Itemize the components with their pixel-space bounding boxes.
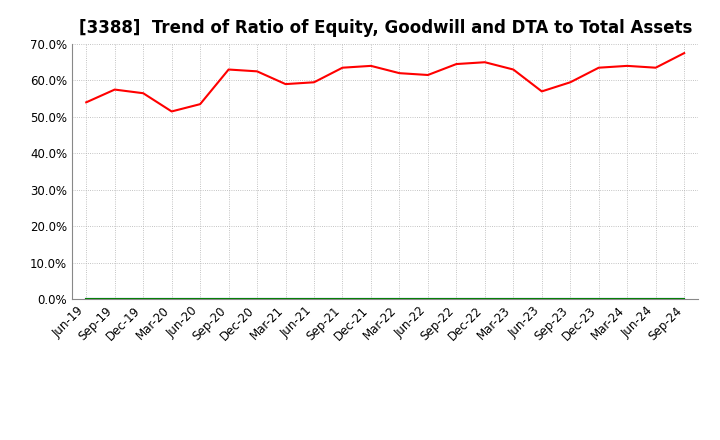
Goodwill <box>452 297 461 302</box>
Equity <box>167 109 176 114</box>
Equity <box>139 91 148 96</box>
Deferred Tax Assets <box>395 297 404 302</box>
Equity <box>452 62 461 67</box>
Goodwill <box>253 297 261 302</box>
Goodwill <box>225 297 233 302</box>
Deferred Tax Assets <box>652 297 660 302</box>
Goodwill <box>566 297 575 302</box>
Goodwill <box>595 297 603 302</box>
Goodwill <box>623 297 631 302</box>
Line: Equity: Equity <box>86 53 684 111</box>
Goodwill <box>310 297 318 302</box>
Deferred Tax Assets <box>196 297 204 302</box>
Equity <box>509 67 518 72</box>
Equity <box>310 80 318 85</box>
Deferred Tax Assets <box>509 297 518 302</box>
Goodwill <box>82 297 91 302</box>
Deferred Tax Assets <box>282 297 290 302</box>
Goodwill <box>537 297 546 302</box>
Deferred Tax Assets <box>139 297 148 302</box>
Equity <box>623 63 631 69</box>
Deferred Tax Assets <box>537 297 546 302</box>
Goodwill <box>480 297 489 302</box>
Goodwill <box>509 297 518 302</box>
Deferred Tax Assets <box>566 297 575 302</box>
Deferred Tax Assets <box>680 297 688 302</box>
Equity <box>566 80 575 85</box>
Equity <box>423 72 432 77</box>
Equity <box>395 70 404 76</box>
Equity <box>82 100 91 105</box>
Equity <box>338 65 347 70</box>
Equity <box>595 65 603 70</box>
Deferred Tax Assets <box>310 297 318 302</box>
Deferred Tax Assets <box>423 297 432 302</box>
Equity <box>366 63 375 69</box>
Equity <box>680 51 688 56</box>
Deferred Tax Assets <box>338 297 347 302</box>
Goodwill <box>338 297 347 302</box>
Deferred Tax Assets <box>167 297 176 302</box>
Deferred Tax Assets <box>225 297 233 302</box>
Deferred Tax Assets <box>110 297 119 302</box>
Goodwill <box>282 297 290 302</box>
Equity <box>537 89 546 94</box>
Title: [3388]  Trend of Ratio of Equity, Goodwill and DTA to Total Assets: [3388] Trend of Ratio of Equity, Goodwil… <box>78 19 692 37</box>
Goodwill <box>139 297 148 302</box>
Goodwill <box>366 297 375 302</box>
Deferred Tax Assets <box>480 297 489 302</box>
Equity <box>225 67 233 72</box>
Equity <box>480 59 489 65</box>
Deferred Tax Assets <box>452 297 461 302</box>
Goodwill <box>395 297 404 302</box>
Deferred Tax Assets <box>623 297 631 302</box>
Equity <box>253 69 261 74</box>
Deferred Tax Assets <box>366 297 375 302</box>
Equity <box>652 65 660 70</box>
Goodwill <box>167 297 176 302</box>
Legend: Equity, Goodwill, Deferred Tax Assets: Equity, Goodwill, Deferred Tax Assets <box>179 439 591 440</box>
Deferred Tax Assets <box>82 297 91 302</box>
Deferred Tax Assets <box>595 297 603 302</box>
Equity <box>110 87 119 92</box>
Goodwill <box>110 297 119 302</box>
Deferred Tax Assets <box>253 297 261 302</box>
Goodwill <box>680 297 688 302</box>
Equity <box>196 102 204 107</box>
Goodwill <box>652 297 660 302</box>
Goodwill <box>196 297 204 302</box>
Goodwill <box>423 297 432 302</box>
Equity <box>282 81 290 87</box>
